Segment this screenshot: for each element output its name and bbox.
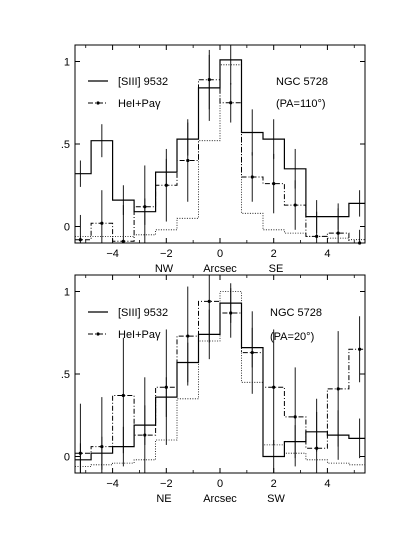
x-direction-left: NW: [155, 263, 174, 275]
data-point: [164, 183, 168, 187]
data-point: [272, 182, 276, 186]
pa-label: (PA=20°): [270, 331, 314, 343]
y-tick-label: .5: [61, 369, 70, 381]
data-point: [143, 433, 147, 437]
data-point: [336, 231, 340, 235]
data-point: [293, 203, 297, 207]
data-point: [100, 221, 104, 225]
x-direction-left: NE: [156, 493, 171, 505]
y-tick-label: 0: [64, 452, 70, 464]
axes-layer: −4 −2 0 2 4 0 .5 1: [61, 275, 365, 490]
x-direction-right: SE: [269, 263, 284, 275]
x-tick-label: 2: [271, 248, 277, 260]
x-tick-label: 0: [217, 478, 223, 490]
data-point: [121, 239, 125, 243]
series-layer: [75, 45, 365, 245]
series-layer: [75, 275, 365, 473]
data-point: [250, 175, 254, 179]
x-tick-label: 2: [271, 478, 277, 490]
data-point: [78, 451, 82, 455]
series-dotted-step: [75, 64, 365, 241]
data-point: [186, 158, 190, 163]
y-tick-label: 1: [64, 287, 70, 299]
data-point: [358, 347, 362, 351]
data-point: [293, 415, 297, 419]
x-tick-label: −2: [160, 248, 173, 260]
data-point: [250, 350, 254, 355]
x-tick-label: −2: [160, 478, 173, 490]
data-point: [78, 238, 82, 242]
data-point: [100, 445, 104, 449]
series-dotted-step: [75, 291, 365, 467]
x-axis-label: Arcsec: [203, 493, 237, 505]
y-tick-label: 0: [64, 222, 70, 234]
pa-label: (PA=110°): [276, 98, 326, 110]
y-tick-label: 1: [64, 57, 70, 69]
x-direction-right: SW: [267, 493, 285, 505]
data-point: [315, 446, 319, 450]
data-point: [207, 299, 211, 303]
legend-label-hei: HeI+Paγ: [118, 98, 161, 110]
object-label: NGC 5728: [270, 307, 322, 319]
data-point: [358, 241, 362, 245]
data-point: [143, 205, 147, 209]
legend: [SIII] 9532 HeI+Paγ: [88, 307, 168, 341]
y-tick-label: .5: [61, 139, 70, 151]
x-tick-label: −4: [106, 248, 119, 260]
legend-label-siii: [SIII] 9532: [118, 307, 168, 319]
x-tick-label: 4: [324, 478, 330, 490]
legend: [SIII] 9532 HeI+Paγ: [88, 76, 168, 110]
data-point: [336, 387, 340, 391]
axes-layer: −4 −2 0 2 4 0 .5 1: [61, 45, 365, 260]
legend-marker: [96, 332, 100, 336]
data-point: [164, 385, 168, 389]
series-solid-step: [75, 302, 365, 461]
data-point: [315, 234, 319, 238]
panel-bottom: −4 −2 0 2 4 0 .5 1 [SIII] 9532 HeI+Paγ NGC 5728…: [61, 274, 366, 505]
x-tick-label: −4: [106, 478, 119, 490]
data-point: [186, 334, 190, 338]
panel-top: −4 −2 0 2 4 0 .5 1 [SIII] 9532 HeI+Paγ NGC 5728…: [61, 44, 366, 275]
data-point: [229, 311, 233, 315]
data-point: [121, 393, 125, 398]
data-point: [272, 385, 276, 389]
x-tick-label: 4: [324, 248, 330, 260]
x-tick-label: 0: [217, 248, 223, 260]
x-axis-label: Arcsec: [203, 263, 237, 275]
legend-marker: [96, 101, 100, 105]
object-label: NGC 5728: [276, 76, 328, 88]
legend-label-hei: HeI+Paγ: [118, 329, 161, 341]
data-point: [207, 78, 211, 82]
series-dash-dot-step: [75, 300, 365, 454]
legend-label-siii: [SIII] 9532: [118, 76, 168, 88]
data-point: [229, 101, 233, 105]
